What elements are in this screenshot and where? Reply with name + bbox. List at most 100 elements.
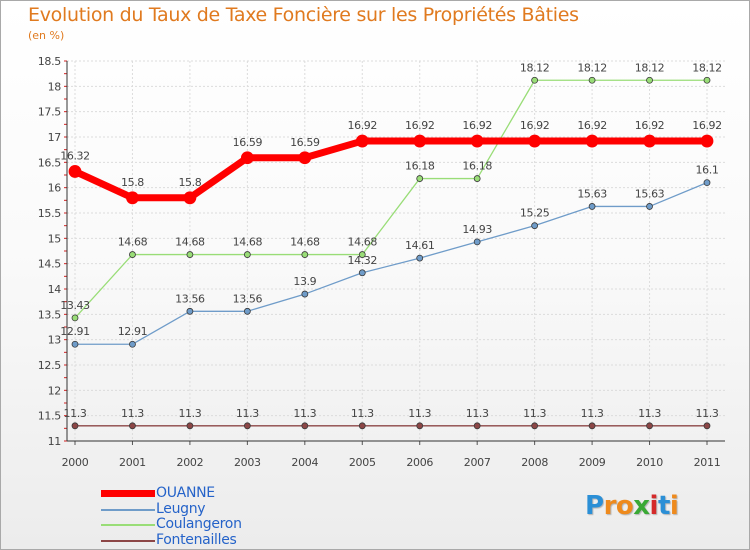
data-point-ouanne <box>126 191 139 205</box>
y-tick-label: 14.5 <box>38 258 62 271</box>
data-point-leugny <box>358 269 366 277</box>
y-tick-label: 15 <box>48 232 62 245</box>
data-point-fontenailles <box>531 422 539 430</box>
data-label-coulangeron: 14.68 <box>348 236 378 249</box>
y-tick-label: 12.5 <box>38 359 62 372</box>
data-label-ouanne: 16.92 <box>692 119 722 132</box>
y-tick-label: 12 <box>48 384 61 397</box>
data-point-leugny <box>416 254 424 262</box>
data-point-leugny <box>71 340 79 348</box>
data-point-ouanne <box>240 151 254 165</box>
data-point-coulangeron <box>473 175 481 182</box>
data-label-coulangeron: 14.68 <box>118 236 148 249</box>
data-point-fontenailles <box>301 422 309 430</box>
data-label-ouanne: 15.8 <box>178 176 201 189</box>
y-tick-label: 16.5 <box>38 156 62 169</box>
data-point-coulangeron <box>358 251 366 258</box>
legend-swatch <box>101 508 155 511</box>
data-point-fontenailles <box>186 422 194 430</box>
data-point-fontenailles <box>358 422 366 430</box>
data-label-leugny: 16.1 <box>696 164 719 177</box>
data-label-coulangeron: 14.68 <box>175 236 205 249</box>
data-point-fontenailles <box>71 422 79 430</box>
data-label-ouanne: 16.59 <box>233 136 263 149</box>
y-tick-label: 14 <box>48 283 62 296</box>
data-point-ouanne <box>68 165 82 178</box>
x-tick-label: 2008 <box>521 456 548 469</box>
y-tick-label: 16 <box>48 182 62 195</box>
x-tick-label: 2010 <box>636 456 663 469</box>
data-point-coulangeron <box>416 175 424 182</box>
data-label-leugny: 15.25 <box>520 207 550 220</box>
data-point-ouanne <box>183 191 197 205</box>
legend-swatch <box>101 524 155 526</box>
data-label-fontenailles: 11.3 <box>638 407 661 420</box>
data-label-leugny: 14.32 <box>348 254 378 267</box>
data-point-ouanne <box>700 134 714 148</box>
data-point-fontenailles <box>588 422 596 430</box>
logo-letter: x <box>633 491 650 521</box>
legend-label: OUANNE <box>156 485 215 501</box>
data-point-coulangeron <box>243 251 251 258</box>
data-label-ouanne: 16.92 <box>405 119 435 132</box>
data-label-ouanne: 16.59 <box>290 136 320 149</box>
legend-label: Leugny <box>156 500 206 517</box>
logo-letter: r <box>603 491 617 521</box>
data-point-coulangeron <box>71 314 79 322</box>
x-tick-label: 2005 <box>349 456 376 469</box>
legend-swatch <box>101 539 155 542</box>
data-point-ouanne <box>585 134 599 148</box>
data-point-coulangeron <box>301 251 309 258</box>
data-label-coulangeron: 14.68 <box>233 236 263 249</box>
data-label-ouanne: 16.92 <box>635 119 665 132</box>
data-label-ouanne: 16.32 <box>60 149 90 162</box>
data-label-fontenailles: 11.3 <box>236 407 259 420</box>
data-point-ouanne <box>470 134 484 148</box>
y-tick-label: 13 <box>48 334 62 347</box>
data-point-ouanne <box>528 134 542 148</box>
data-label-leugny: 13.9 <box>293 275 316 288</box>
data-point-coulangeron <box>588 76 596 84</box>
data-label-fontenailles: 11.3 <box>408 407 431 420</box>
data-label-coulangeron: 18.12 <box>577 61 607 74</box>
data-label-ouanne: 16.92 <box>348 119 378 132</box>
x-tick-label: 2006 <box>406 456 433 469</box>
data-point-leugny <box>301 290 309 298</box>
data-label-ouanne: 15.8 <box>121 176 144 189</box>
logo-letter: P <box>585 491 604 521</box>
data-point-leugny <box>646 203 653 210</box>
x-tick-label: 2000 <box>62 456 89 469</box>
legend-label: Coulangeron <box>156 516 242 532</box>
y-tick-label: 11 <box>48 435 61 448</box>
data-label-leugny: 15.63 <box>577 187 607 200</box>
data-label-leugny: 13.56 <box>233 292 263 305</box>
data-label-coulangeron: 18.12 <box>520 61 550 74</box>
data-point-ouanne <box>643 134 656 148</box>
series-line-leugny <box>75 181 708 345</box>
y-tick-label: 11.5 <box>38 410 62 423</box>
data-point-coulangeron <box>646 76 653 84</box>
data-point-fontenailles <box>129 422 136 430</box>
data-label-fontenailles: 11.3 <box>351 407 374 420</box>
data-label-coulangeron: 18.12 <box>635 61 665 74</box>
data-point-coulangeron <box>186 251 194 258</box>
data-label-ouanne: 16.92 <box>577 119 607 132</box>
data-label-fontenailles: 11.3 <box>466 407 489 420</box>
data-point-ouanne <box>355 134 369 148</box>
y-tick-label: 17 <box>48 131 62 144</box>
data-label-ouanne: 16.92 <box>462 119 492 132</box>
x-tick-label: 2002 <box>177 456 204 469</box>
data-point-leugny <box>243 307 251 315</box>
data-label-coulangeron: 16.18 <box>462 160 492 173</box>
x-tick-label: 2004 <box>291 456 318 469</box>
data-label-fontenailles: 11.3 <box>178 407 201 420</box>
data-label-coulangeron: 14.68 <box>290 236 320 249</box>
data-label-fontenailles: 11.3 <box>121 407 144 420</box>
y-tick-label: 18.5 <box>38 55 62 68</box>
data-label-fontenailles: 11.3 <box>64 407 87 420</box>
data-point-coulangeron <box>703 76 711 84</box>
x-tick-label: 2009 <box>579 456 606 469</box>
series-line-coulangeron <box>74 79 707 319</box>
